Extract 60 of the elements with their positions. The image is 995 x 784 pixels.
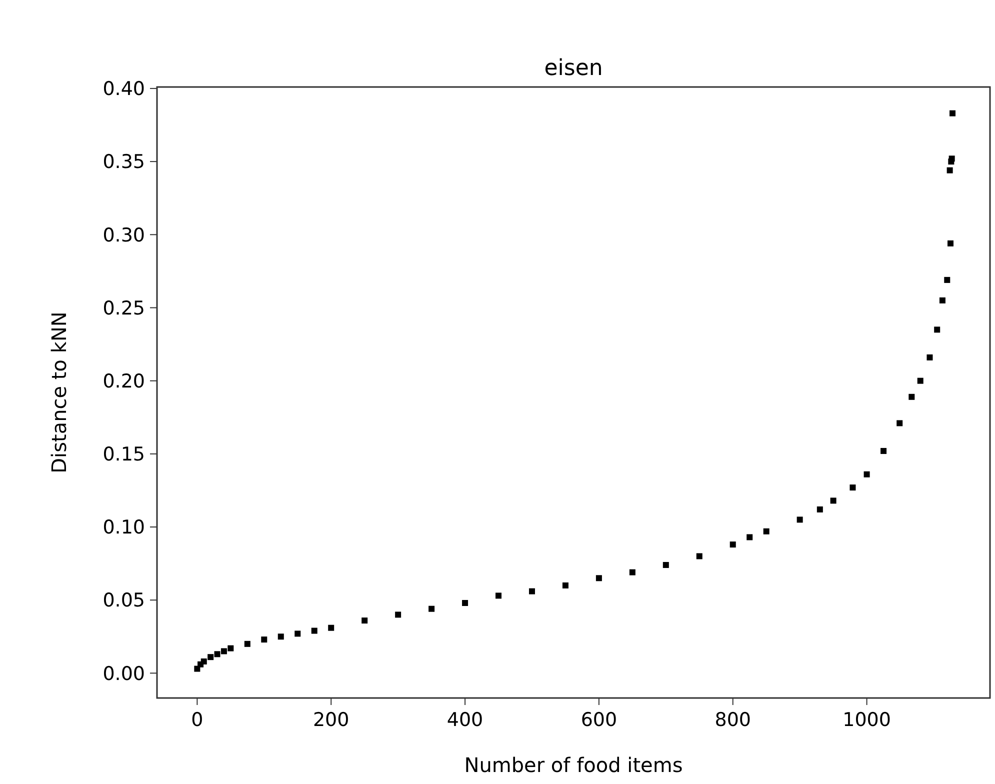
y-tick-label: 0.15 <box>102 444 145 466</box>
point <box>220 648 227 654</box>
point <box>763 528 770 534</box>
point <box>208 654 214 660</box>
point <box>948 156 955 162</box>
point <box>696 553 702 560</box>
x-tick-label: 800 <box>714 709 751 731</box>
y-tick-label: 0.30 <box>102 224 145 246</box>
point <box>662 562 669 568</box>
point <box>917 378 924 384</box>
point <box>629 569 636 576</box>
point <box>278 634 284 640</box>
point <box>950 110 956 116</box>
point <box>880 448 887 454</box>
point <box>596 575 602 582</box>
x-axis-title: Number of food items <box>464 753 683 777</box>
point <box>462 600 468 606</box>
point <box>947 240 954 246</box>
point <box>926 354 933 360</box>
point <box>528 588 535 594</box>
point <box>496 592 502 599</box>
point <box>746 534 753 540</box>
point <box>294 630 301 637</box>
x-tick-label: 0 <box>191 709 204 731</box>
point <box>850 484 856 491</box>
y-axis-title: Distance to kNN <box>47 312 71 474</box>
y-tick-label: 0.25 <box>102 297 145 320</box>
y-tick-label: 0.20 <box>102 370 145 392</box>
point <box>395 612 402 618</box>
chart-title: eisen <box>544 56 603 81</box>
point <box>200 658 207 664</box>
point <box>796 516 803 523</box>
point <box>896 420 903 426</box>
point <box>311 628 318 634</box>
point <box>261 636 268 643</box>
x-tick-label: 1000 <box>842 709 891 731</box>
point <box>730 542 736 548</box>
y-tick-label: 0.05 <box>102 590 145 612</box>
point <box>244 640 250 647</box>
point <box>816 506 823 512</box>
point <box>562 582 568 588</box>
point <box>328 624 334 631</box>
y-tick-label: 0.35 <box>102 151 145 174</box>
point <box>944 276 950 283</box>
point <box>428 606 435 612</box>
point <box>830 498 836 504</box>
point <box>934 326 940 333</box>
y-tick-label: 0.40 <box>102 78 145 100</box>
point <box>362 618 368 624</box>
x-tick-label: 400 <box>446 709 484 731</box>
x-tick-label: 200 <box>312 709 350 731</box>
y-tick-label: 0.00 <box>102 662 145 685</box>
point <box>214 651 220 658</box>
point <box>908 394 915 400</box>
point <box>864 471 870 478</box>
y-tick-label: 0.10 <box>102 516 145 539</box>
point <box>946 167 953 174</box>
x-tick-label: 600 <box>580 709 618 731</box>
point <box>939 297 946 304</box>
point <box>228 645 234 652</box>
